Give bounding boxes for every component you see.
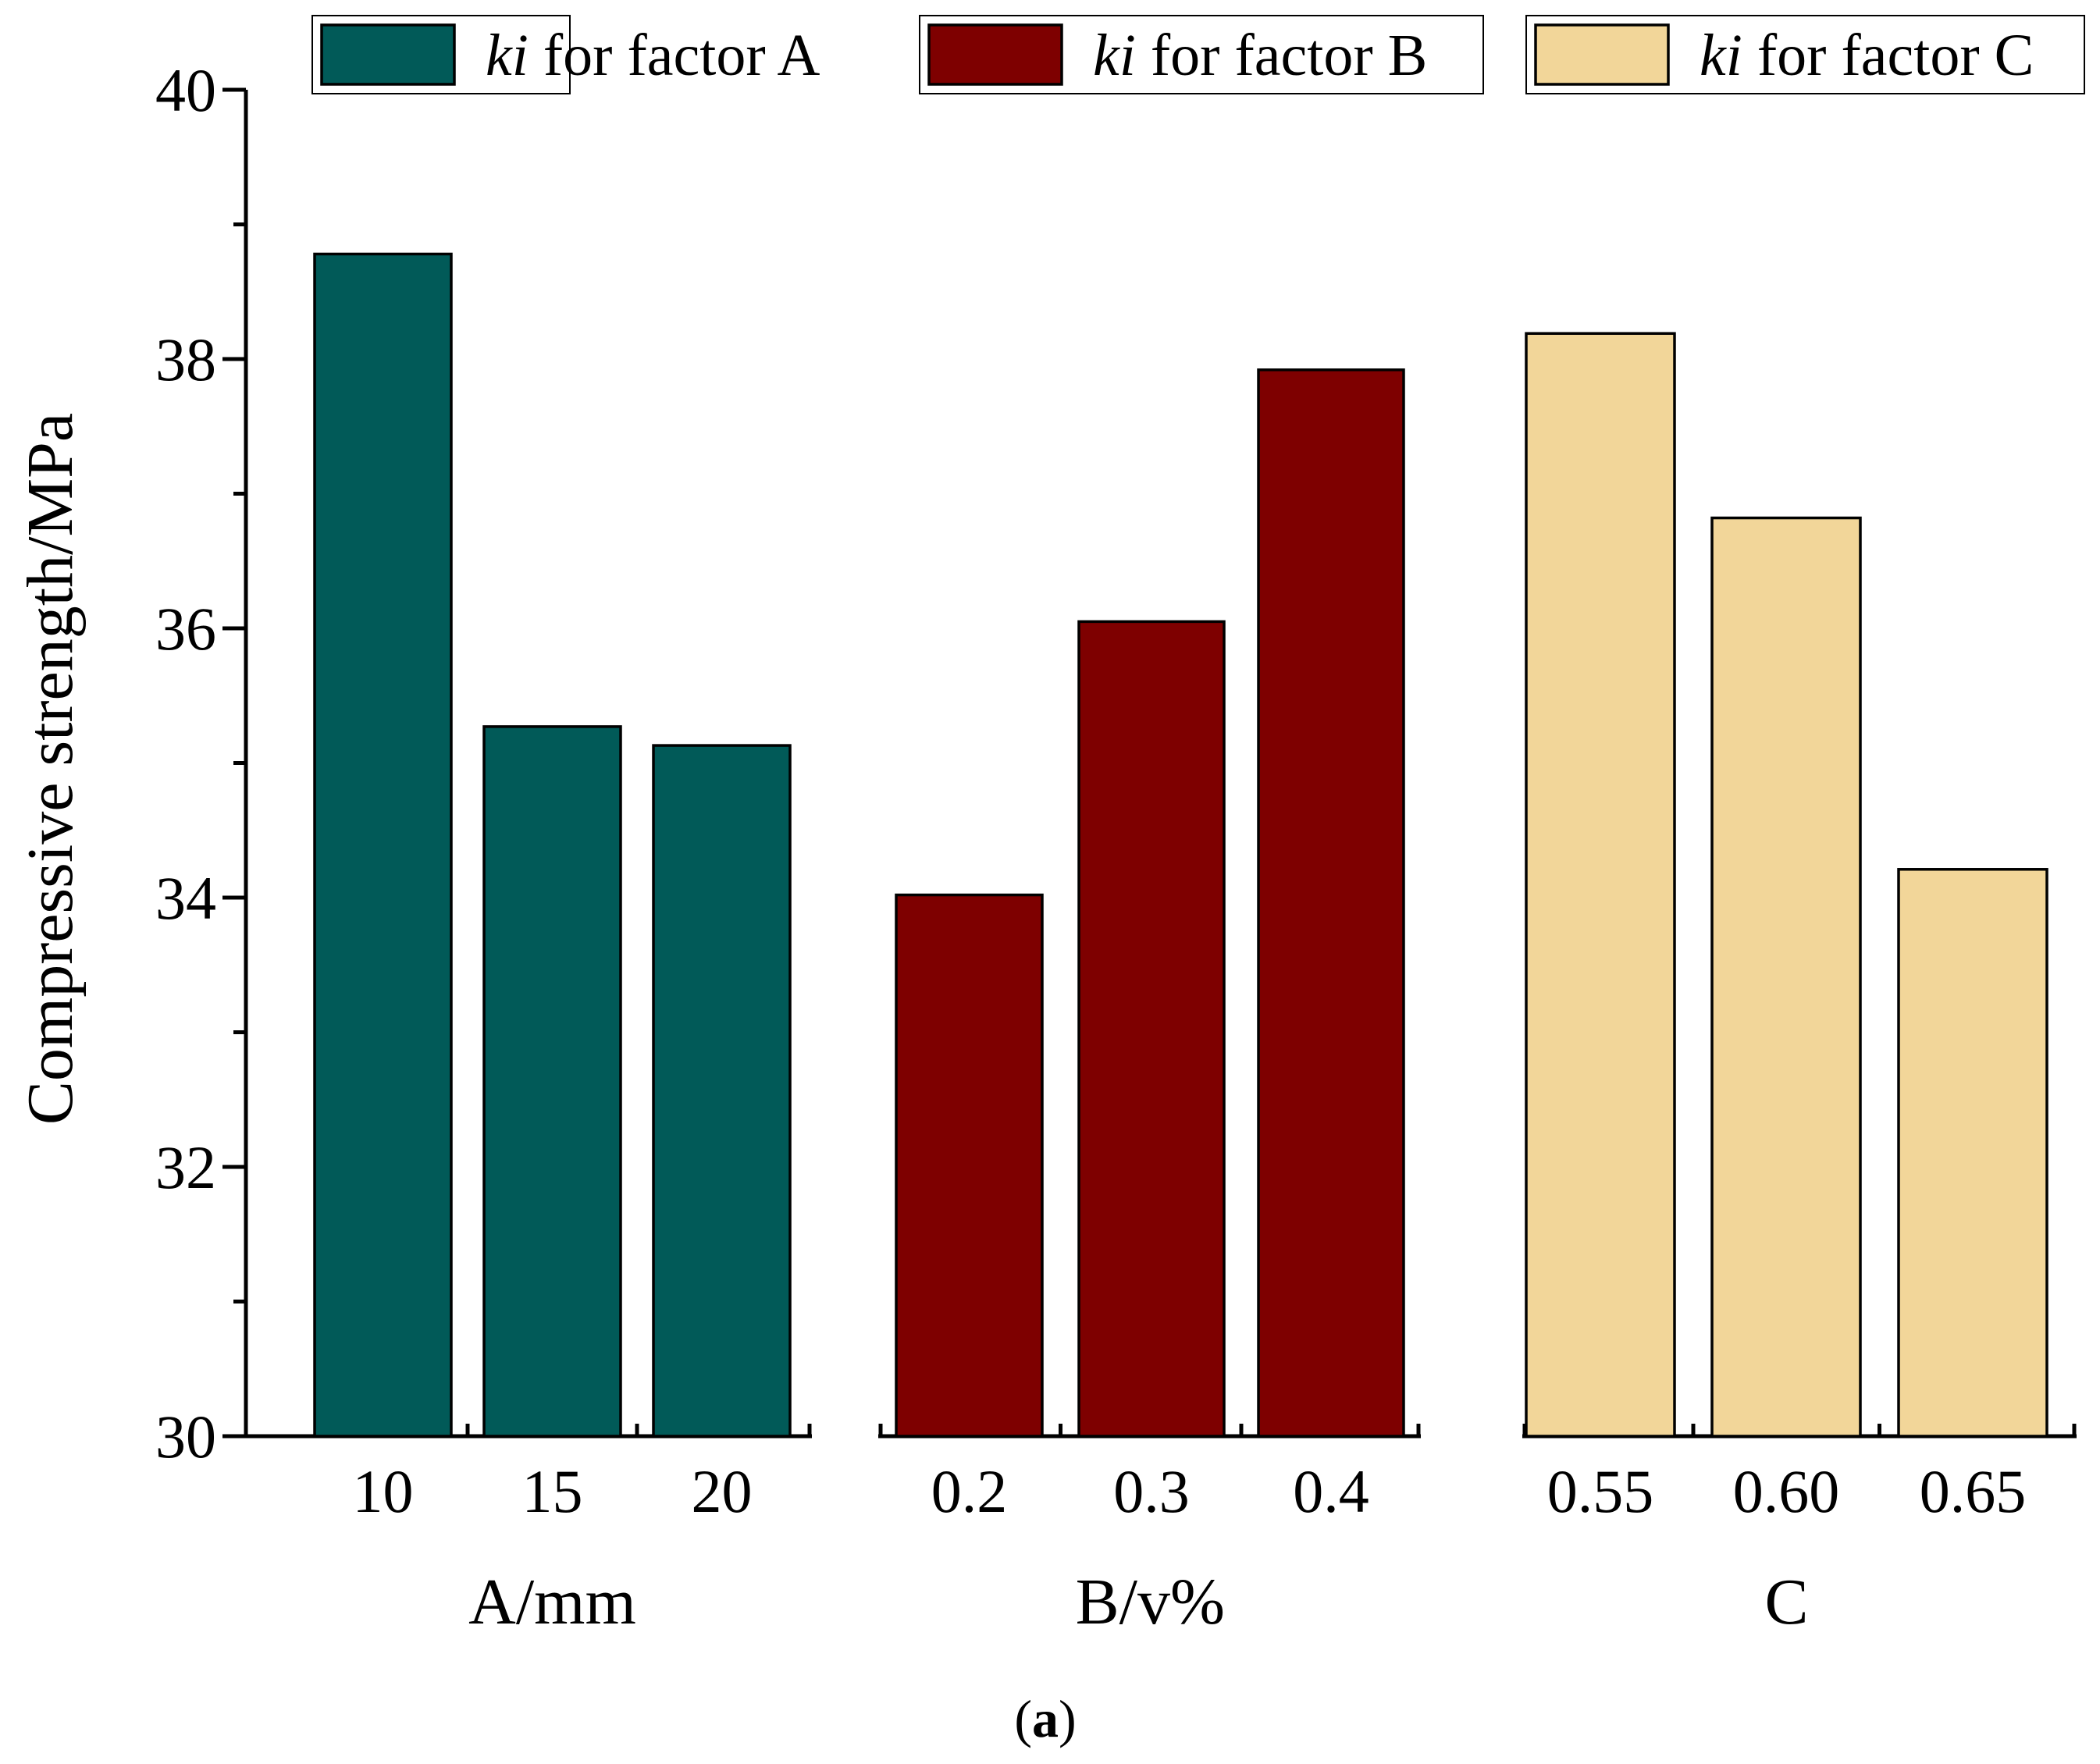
legend-swatch [1534,23,1670,86]
legend-swatch [927,23,1063,86]
bar-a-3 [652,744,792,1438]
legend-label: ki for factor B [1093,23,1427,88]
bar-b-3 [1257,368,1405,1438]
bar-a-2 [482,725,622,1438]
y-tick-label: 34 [155,864,216,932]
y-tick-label: 40 [155,56,216,124]
x-axis-title-b: B/v% [1076,1566,1225,1638]
legend-item-b: ki for factor B [919,15,1484,94]
y-tick-label: 32 [155,1133,216,1201]
y-tick-label: 36 [155,595,216,663]
figure-caption: (a) [1014,1689,1076,1748]
x-tick-label: 0.55 [1547,1457,1654,1525]
bar-a-1 [313,252,453,1438]
y-tick-label: 38 [155,325,216,393]
x-tick-label: 20 [692,1457,753,1525]
y-tick-label: 30 [155,1403,216,1471]
legend-swatch [320,23,456,86]
x-tick-label: 10 [353,1457,414,1525]
x-tick-label: 15 [522,1457,583,1525]
bar-b-1 [895,893,1044,1438]
bar-c-1 [1525,332,1676,1438]
legend-label: ki for factor A [486,23,820,88]
bar-c-2 [1710,516,1862,1438]
legend-item-a: ki for factor A [311,15,820,94]
x-tick-label: 0.4 [1293,1457,1369,1525]
x-axes: 10 15 20 A/mm 0.2 0.3 0.4 B/v% 0.55 0.60 0.65 C [246,1413,2077,1638]
x-axis-title-c: C [1764,1566,1808,1638]
bars [313,252,2048,1438]
bar-c-3 [1897,868,2048,1438]
y-axis-title: Compressive strength/MPa [14,413,87,1125]
x-tick-label: 0.60 [1733,1457,1840,1525]
x-tick-label: 0.3 [1113,1457,1190,1525]
legend-item-c: ki for factor C [1525,15,2085,94]
bar-b-2 [1077,620,1226,1438]
legend-label: ki for factor C [1700,23,2034,88]
y-axis: 30 32 34 36 38 40 [155,56,248,1471]
legend: ki for factor A ki for factor B ki for fac… [311,15,2085,94]
x-tick-label: 0.65 [1920,1457,2027,1525]
x-axis-title-a: A/mm [468,1566,636,1638]
x-tick-label: 0.2 [931,1457,1008,1525]
